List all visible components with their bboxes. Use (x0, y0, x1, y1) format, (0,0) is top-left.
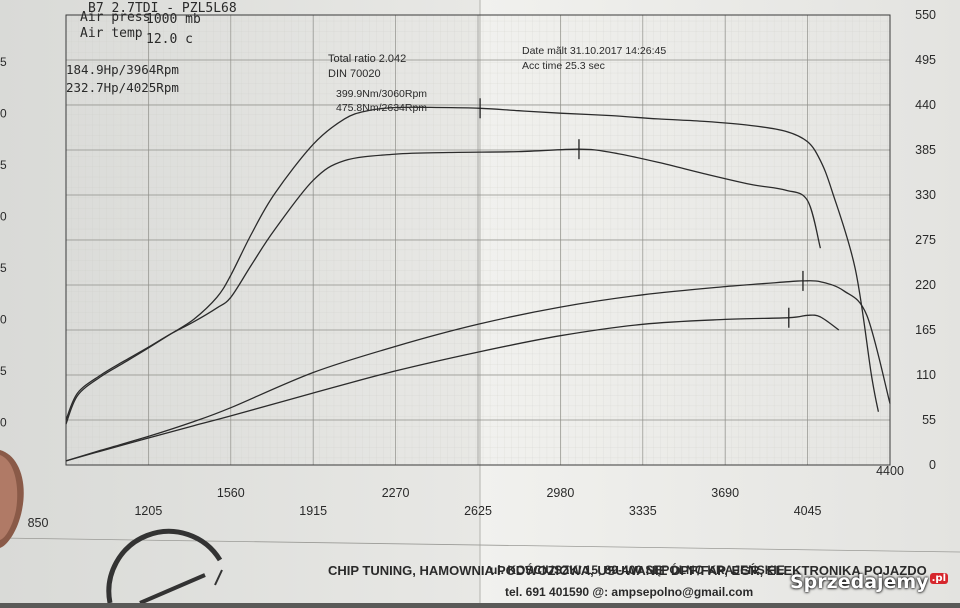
footer-company: CHIP TUNING, HAMOWNIA PODWOZIOWA, USUWAN… (328, 563, 927, 578)
y-left-tick-label: 0 (0, 107, 7, 121)
car-title: B7 2.7TDI - PZL5L68 (88, 1, 237, 16)
y-right-tick-label: 55 (922, 413, 936, 427)
x-tick-label: 2980 (546, 486, 574, 500)
nm-stock-label: 399.9Nm/3060Rpm (336, 88, 427, 100)
hp-tuned-label: 232.7Hp/4025Rpm (66, 80, 179, 95)
footer-contact: tel. 691 401590 @: ampsepolno@gmail.com (505, 585, 753, 599)
y-left-tick-label: 5 (0, 158, 7, 172)
y-right-tick-label: 110 (916, 368, 936, 382)
x-tick-label: 1205 (134, 504, 162, 518)
hp-stock-label: 184.9Hp/3964Rpm (66, 62, 179, 77)
acc-time: Acc time 25.3 sec (522, 60, 605, 72)
y-right-tick-label: 275 (915, 233, 936, 247)
y-left-tick-label: 0 (0, 313, 7, 327)
y-left-tick-label: 5 (0, 55, 7, 69)
y-right-tick-label: 550 (915, 8, 936, 22)
x-tick-label: 2270 (382, 486, 410, 500)
series-layer (65, 106, 891, 462)
nm-tuned-label: 475.8Nm/2634Rpm (336, 102, 427, 114)
y-right-tick-label: 385 (915, 143, 936, 157)
axis-labels: 850 1205 1560 1915 2270 2625 2980 3335 3690 4045 4… (0, 8, 936, 530)
series-line-1 (65, 148, 822, 421)
din-standard: DIN 70020 (328, 68, 381, 80)
gauge-logo (106, 528, 223, 605)
x-tick-label: 4045 (794, 504, 822, 518)
series-line-3 (65, 314, 840, 462)
y-left-tick-label: 5 (0, 364, 7, 378)
air-temp-label: Air temp (80, 26, 143, 41)
y-right-tick-label: 495 (915, 53, 936, 67)
x-tick-label: 3335 (629, 504, 657, 518)
x-tick-label: 1560 (217, 486, 245, 500)
y-left-tick-label: 0 (0, 416, 7, 430)
x-tick-label: 3690 (711, 486, 739, 500)
y-right-tick-label: 165 (915, 323, 936, 337)
y-left-tick-label: 5 (0, 261, 7, 275)
test-date: Date mãlt 31.10.2017 14:26:45 (522, 45, 666, 57)
footer-rule (0, 537, 960, 553)
y-right-tick-label: 220 (915, 278, 936, 292)
plot-frame (65, 14, 891, 466)
plot-area (65, 14, 891, 466)
total-ratio: Total ratio 2.042 (328, 53, 406, 65)
y-right-tick-label: 0 (929, 458, 936, 472)
air-press-label: Air press (80, 10, 150, 25)
x-tick-label: 850 (28, 516, 49, 530)
series-line-2 (65, 280, 891, 462)
y-right-tick-label: 440 (915, 98, 936, 112)
x-tick-label: 4400 (876, 464, 904, 478)
watermark: Sprzedajemy .pl (790, 571, 948, 593)
marker-layer (479, 98, 804, 328)
x-tick-label: 1915 (299, 504, 327, 518)
air-press-value: 1000 mb (146, 12, 201, 27)
y-left-tick-label: 0 (0, 210, 7, 224)
air-temp-value: 12.0 c (146, 32, 193, 47)
y-right-tick-label: 330 (915, 188, 936, 202)
footer-address: ul. KOŚCIUSZKI 15, 89-400 SĘPÓLNO KRAJEŃ… (490, 562, 785, 577)
x-tick-label: 2625 (464, 504, 492, 518)
